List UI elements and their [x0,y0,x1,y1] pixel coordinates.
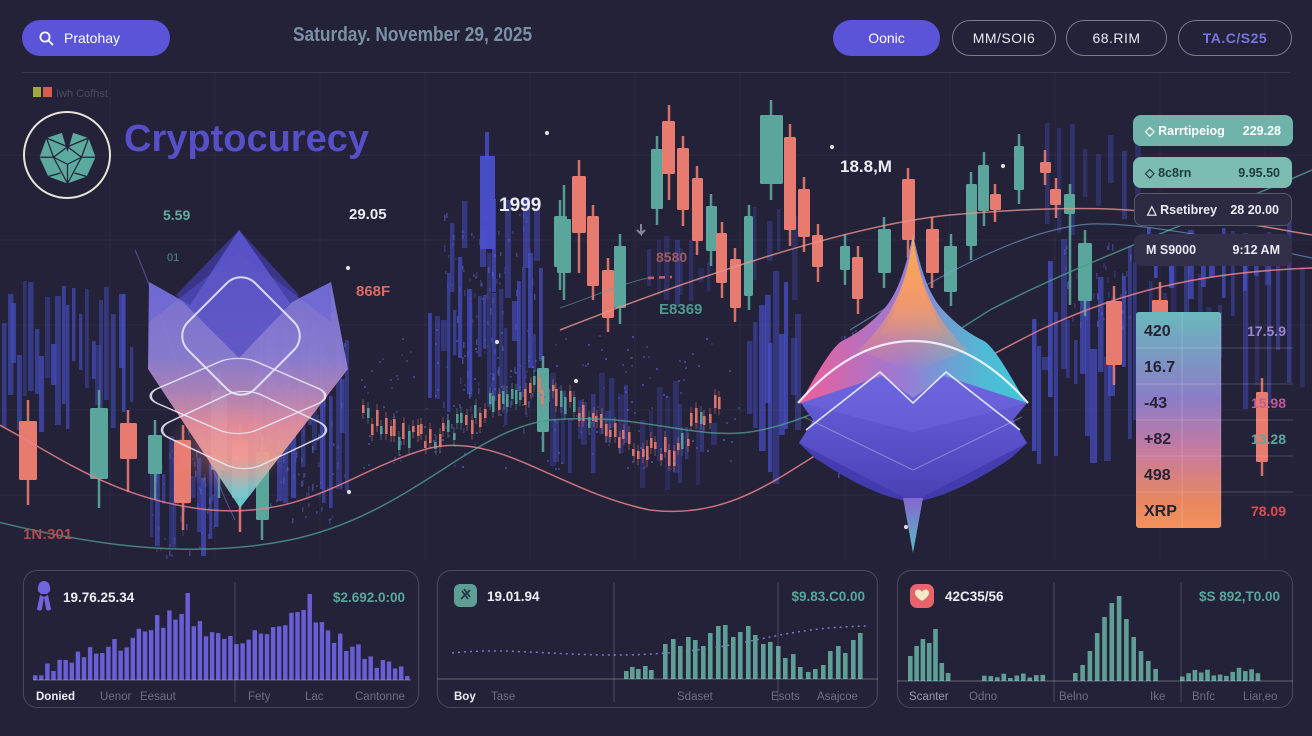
svg-text:Donied: Donied [36,691,75,703]
svg-text:Esots: Esots [771,691,800,703]
svg-text:18.8,M: 18.8,M [840,157,892,176]
svg-text:Bnfc: Bnfc [1192,691,1215,703]
svg-text:1999: 1999 [499,195,541,216]
svg-text:$2.692.0:00: $2.692.0:00 [333,590,405,605]
svg-text:XRP: XRP [1144,503,1177,520]
svg-text:420: 420 [1144,323,1171,340]
svg-text:$9.83.C0.00: $9.83.C0.00 [791,589,865,604]
svg-text:1N:301: 1N:301 [23,526,72,543]
svg-text:29.05: 29.05 [349,206,387,223]
svg-text:13.28: 13.28 [1251,431,1286,447]
svg-text:Asajcoe: Asajcoe [817,691,858,703]
svg-text:19.76.25.34: 19.76.25.34 [63,590,135,605]
svg-text:498: 498 [1144,467,1171,484]
svg-text:Fety: Fety [248,691,271,703]
svg-text:Boy: Boy [454,691,476,703]
svg-text:Belno: Belno [1059,691,1088,703]
svg-text:Scanter: Scanter [909,691,949,703]
svg-text:E8369: E8369 [659,301,702,318]
svg-text:Tase: Tase [491,691,515,703]
svg-text:5.59: 5.59 [163,207,190,223]
svg-text:42C35/56: 42C35/56 [945,589,1004,604]
svg-text:868F: 868F [356,283,390,300]
svg-text:8580: 8580 [656,249,687,265]
svg-text:+82: +82 [1144,431,1171,448]
svg-text:17.5.9: 17.5.9 [1247,323,1286,339]
svg-text:Ike: Ike [1150,691,1165,703]
svg-text:Eesaut: Eesaut [140,691,177,703]
svg-text:Cantonne: Cantonne [355,691,405,703]
svg-text:15.98: 15.98 [1251,395,1286,411]
svg-text:Odno: Odno [969,691,997,703]
svg-text:01: 01 [167,252,179,264]
svg-text:Liar,eo: Liar,eo [1243,691,1278,703]
svg-text:78.09: 78.09 [1251,503,1286,519]
svg-text:19.01.94: 19.01.94 [487,589,540,604]
svg-text:-43: -43 [1144,395,1167,412]
svg-text:Lac: Lac [305,691,324,703]
svg-text:Sdaset: Sdaset [677,691,714,703]
svg-text:$S 892,T0.00: $S 892,T0.00 [1199,589,1280,604]
svg-text:16.7: 16.7 [1144,359,1175,376]
svg-text:Uenor: Uenor [100,691,131,703]
